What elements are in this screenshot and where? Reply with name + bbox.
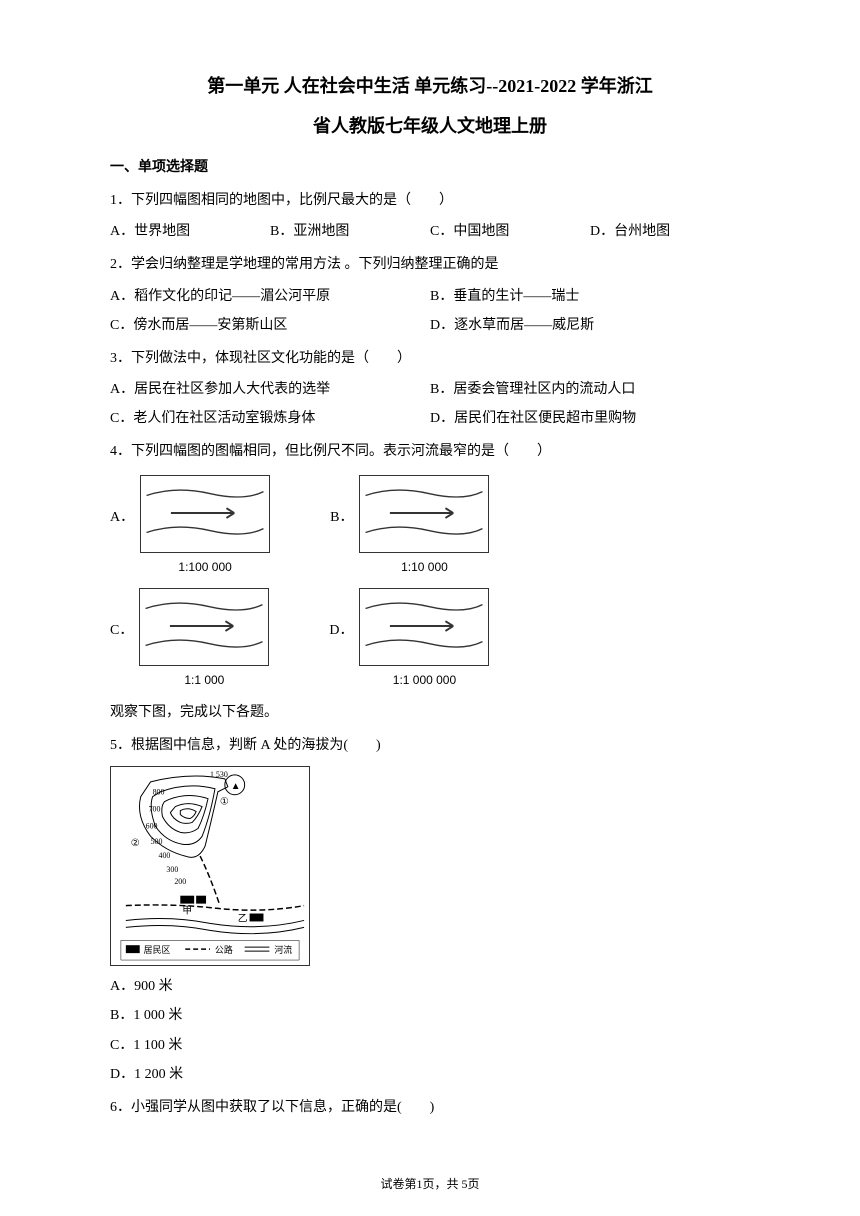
q3-stem: 3．下列做法中，体现社区文化功能的是（ ） — [110, 346, 750, 371]
svg-text:800: 800 — [153, 788, 165, 797]
q4-label-a: A． — [110, 505, 134, 530]
q6-stem: 6．小强同学从图中获取了以下信息，正确的是( ) — [110, 1095, 750, 1120]
river-diagram-b — [359, 475, 489, 553]
svg-text:甲: 甲 — [182, 906, 192, 917]
svg-text:①: ① — [220, 797, 229, 808]
scale-a: 1:100 000 — [140, 557, 270, 579]
q4-label-b: B． — [330, 505, 353, 530]
q4-box-b: 1:10 000 — [359, 475, 489, 579]
q3-options-2: C．老人们在社区活动室锻炼身体 D．居民们在社区便民超市里购物 — [110, 406, 750, 431]
title-line-2: 省人教版七年级人文地理上册 — [110, 110, 750, 142]
svg-text:500: 500 — [151, 837, 163, 846]
q3-opt-c: C．老人们在社区活动室锻炼身体 — [110, 406, 430, 431]
q1-options: A．世界地图 B．亚洲地图 C．中国地图 D．台州地图 — [110, 219, 750, 244]
q4-stem: 4．下列四幅图的图幅相同，但比例尺不同。表示河流最窄的是（ ） — [110, 439, 750, 464]
q5-opt-a: A．900 米 — [110, 974, 750, 999]
river-diagram-d — [359, 588, 489, 666]
river-diagram-a — [140, 475, 270, 553]
svg-text:300: 300 — [166, 865, 178, 874]
svg-text:公路: 公路 — [215, 944, 233, 955]
q3-options-1: A．居民在社区参加人大代表的选举 B．居委会管理社区内的流动人口 — [110, 377, 750, 402]
q1-opt-b: B．亚洲地图 — [270, 219, 430, 244]
q5-opt-c: C．1 100 米 — [110, 1033, 750, 1058]
scale-b: 1:10 000 — [359, 557, 489, 579]
q2-opt-c: C．傍水而居——安第斯山区 — [110, 313, 430, 338]
q5-opt-d: D．1 200 米 — [110, 1062, 750, 1087]
q1-opt-d: D．台州地图 — [590, 219, 750, 244]
q4-label-c: C． — [110, 618, 133, 643]
q1-opt-c: C．中国地图 — [430, 219, 590, 244]
q3-opt-b: B．居委会管理社区内的流动人口 — [430, 377, 750, 402]
q2-opt-a: A．稻作文化的印记——湄公河平原 — [110, 284, 430, 309]
svg-text:1 530: 1 530 — [210, 770, 228, 779]
page-footer: 试卷第1页，共 5页 — [0, 1174, 860, 1196]
q1-opt-a: A．世界地图 — [110, 219, 270, 244]
svg-text:河流: 河流 — [274, 944, 292, 955]
q4-box-a: 1:100 000 — [140, 475, 270, 579]
svg-text:居民区: 居民区 — [144, 945, 171, 955]
obs-intro: 观察下图，完成以下各题。 — [110, 700, 750, 725]
q2-opt-b: B．垂直的生计——瑞士 — [430, 284, 750, 309]
q2-stem: 2．学会归纳整理是学地理的常用方法 。下列归纳整理正确的是 — [110, 252, 750, 277]
section-header-a: 一、单项选择题 — [110, 155, 750, 180]
title-line-1: 第一单元 人在社会中生活 单元练习--2021-2022 学年浙江 — [110, 70, 750, 102]
q4-label-d: D． — [329, 618, 353, 643]
q5-options: A．900 米 B．1 000 米 C．1 100 米 D．1 200 米 — [110, 974, 750, 1087]
contour-map: ▲ 1 530 800 700 600 500 400 300 200 ① ② … — [110, 766, 310, 966]
river-diagram-c — [139, 588, 269, 666]
q3-opt-a: A．居民在社区参加人大代表的选举 — [110, 377, 430, 402]
scale-d: 1:1 000 000 — [359, 670, 489, 692]
q2-options-1: A．稻作文化的印记——湄公河平原 B．垂直的生计——瑞士 — [110, 284, 750, 309]
peak-mark: ▲ — [231, 781, 241, 792]
svg-text:200: 200 — [174, 877, 186, 886]
svg-text:乙: 乙 — [238, 913, 248, 925]
q5-opt-b: B．1 000 米 — [110, 1003, 750, 1028]
q2-options-2: C．傍水而居——安第斯山区 D．逐水草而居——威尼斯 — [110, 313, 750, 338]
q4-box-d: 1:1 000 000 — [359, 588, 489, 692]
q2-opt-d: D．逐水草而居——威尼斯 — [430, 313, 750, 338]
q4-row-2: C． 1:1 000 D． 1:1 000 000 — [110, 588, 750, 692]
q4-box-c: 1:1 000 — [139, 588, 269, 692]
svg-text:②: ② — [131, 838, 140, 849]
q1-stem: 1．下列四幅图相同的地图中，比例尺最大的是（ ） — [110, 188, 750, 213]
q4-row-1: A． 1:100 000 B． 1:10 000 — [110, 475, 750, 579]
scale-c: 1:1 000 — [139, 670, 269, 692]
svg-text:400: 400 — [159, 851, 171, 860]
svg-text:700: 700 — [149, 805, 161, 814]
q5-stem: 5．根据图中信息，判断 A 处的海拔为( ) — [110, 733, 750, 758]
q3-opt-d: D．居民们在社区便民超市里购物 — [430, 406, 750, 431]
svg-text:600: 600 — [146, 822, 158, 831]
